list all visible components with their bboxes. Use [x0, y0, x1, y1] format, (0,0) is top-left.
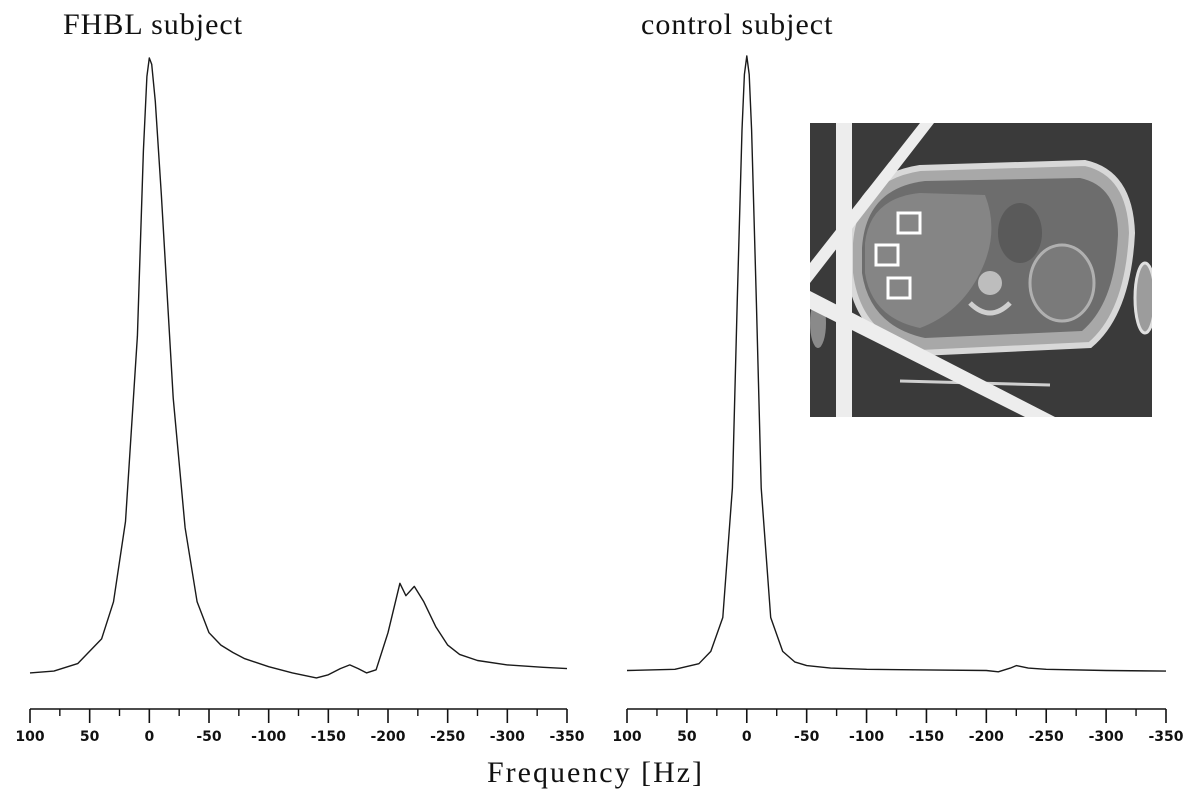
x-tick-label: -350	[549, 729, 584, 745]
x-tick-label: -100	[849, 729, 884, 745]
x-tick-label: -250	[430, 729, 465, 745]
x-tick-label: -200	[370, 729, 405, 745]
spectrum-panel-fhbl: 100 50 0 -50 -100 -150 -200 -250 -300 -350	[15, 57, 585, 745]
x-tick-label: -150	[909, 729, 944, 745]
chart-title-control: control subject	[641, 8, 834, 41]
spectrum-line	[626, 55, 1167, 673]
x-tick-label: -150	[311, 729, 346, 745]
x-tick-label: -350	[1148, 729, 1183, 745]
x-tick-label: 100	[15, 729, 44, 745]
liver-mri-inset	[810, 123, 1152, 417]
x-tick-label: 50	[80, 729, 100, 745]
x-tick-label: -200	[969, 729, 1004, 745]
x-tick-label: 0	[742, 729, 752, 745]
spectrum-line	[29, 57, 568, 679]
x-tick-label: 0	[144, 729, 154, 745]
spectrum-panel-control: 100 50 0 -50 -100 -150 -200 -250 -300 -350	[612, 55, 1184, 745]
x-tick-label: -50	[794, 729, 820, 745]
x-tick-label: -300	[490, 729, 525, 745]
x-tick-label: -300	[1089, 729, 1124, 745]
x-tick-label: -50	[196, 729, 222, 745]
x-tick-label: -100	[251, 729, 286, 745]
x-tick-label: -250	[1029, 729, 1064, 745]
x-tick-label: 100	[612, 729, 641, 745]
x-tick-label: 50	[677, 729, 697, 745]
x-axis-label: Frequency [Hz]	[486, 756, 705, 789]
chart-title-fhbl: FHBL subject	[63, 8, 244, 41]
